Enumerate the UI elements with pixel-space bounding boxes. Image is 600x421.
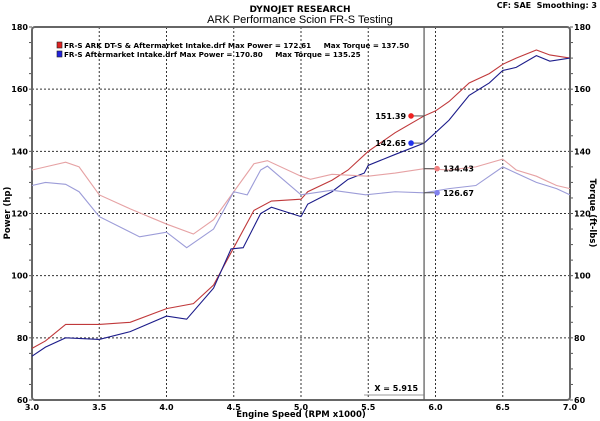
series-lines: [31, 49, 571, 357]
cursor-value-label: 134.43: [443, 165, 474, 174]
brand-label: DYNOJET RESEARCH: [249, 5, 350, 15]
y-tick-label-right: 100: [574, 272, 591, 281]
legend-entry: FR-S ARK DT-S & Aftermarket Intake.drf M…: [64, 41, 409, 50]
cursor: X = 5.915 151.39 142.65 134.43 126.67: [364, 27, 474, 400]
cursor-marker: [408, 113, 414, 119]
y-tick-label-left: 80: [17, 334, 29, 343]
y-tick-label-right: 120: [574, 210, 591, 219]
y-tick-label-right: 180: [574, 23, 591, 32]
y-tick-label-left: 60: [17, 396, 29, 405]
x-tick-label: 5.0: [294, 403, 309, 412]
cursor-value-label: 126.67: [443, 189, 474, 198]
legend: FR-S ARK DT-S & Aftermarket Intake.drf M…: [56, 41, 409, 59]
cursor-x-label: X = 5.915: [374, 384, 418, 393]
y-tick-label-right: 80: [574, 334, 586, 343]
x-tick-label: 6.0: [428, 403, 443, 412]
grid: [32, 27, 570, 400]
x-tick-label: 4.0: [159, 403, 174, 412]
series-line-2: [31, 158, 571, 235]
x-tick-label: 7.0: [563, 403, 578, 412]
y-axis-label-right: Torque (ft-lbs): [587, 179, 597, 248]
y-axis-label-left: Power (hp): [3, 187, 13, 240]
legend-swatch: [56, 50, 63, 58]
chart-title: ARK Performance Scion FR-S Testing: [207, 14, 393, 26]
settings-label: CF: SAE Smoothing: 3: [497, 1, 597, 10]
series-line-0: [31, 49, 571, 349]
y-tick-label-right: 160: [574, 85, 591, 94]
series-line-3: [31, 165, 571, 249]
y-tick-label-left: 180: [11, 23, 28, 32]
y-tick-label-left: 140: [11, 147, 28, 156]
cursor-marker: [434, 165, 440, 172]
y-tick-label-right: 60: [574, 396, 586, 405]
series-line-1: [31, 54, 571, 357]
cursor-value-label: 142.65: [375, 139, 406, 148]
y-tick-label-left: 160: [11, 85, 28, 94]
legend-swatch: [56, 41, 63, 49]
cursor-value-label: 151.39: [375, 112, 406, 121]
x-tick-label: 4.5: [227, 403, 242, 412]
cursor-marker: [434, 189, 440, 196]
x-tick-label: 3.5: [92, 403, 107, 412]
legend-entry: FR-S Aftermarket Intake.drf Max Power = …: [64, 50, 361, 59]
x-axis-label: Engine Speed (RPM x1000): [236, 410, 366, 420]
y-tick-label-left: 120: [11, 210, 28, 219]
plot-frame: [31, 26, 571, 401]
y-tick-label-left: 100: [11, 272, 28, 281]
y-tick-label-right: 140: [574, 147, 591, 156]
x-tick-label: 5.5: [361, 403, 376, 412]
x-tick-label: 6.5: [496, 403, 511, 412]
cursor-marker: [408, 140, 414, 146]
x-tick-label: 3.0: [25, 403, 40, 412]
